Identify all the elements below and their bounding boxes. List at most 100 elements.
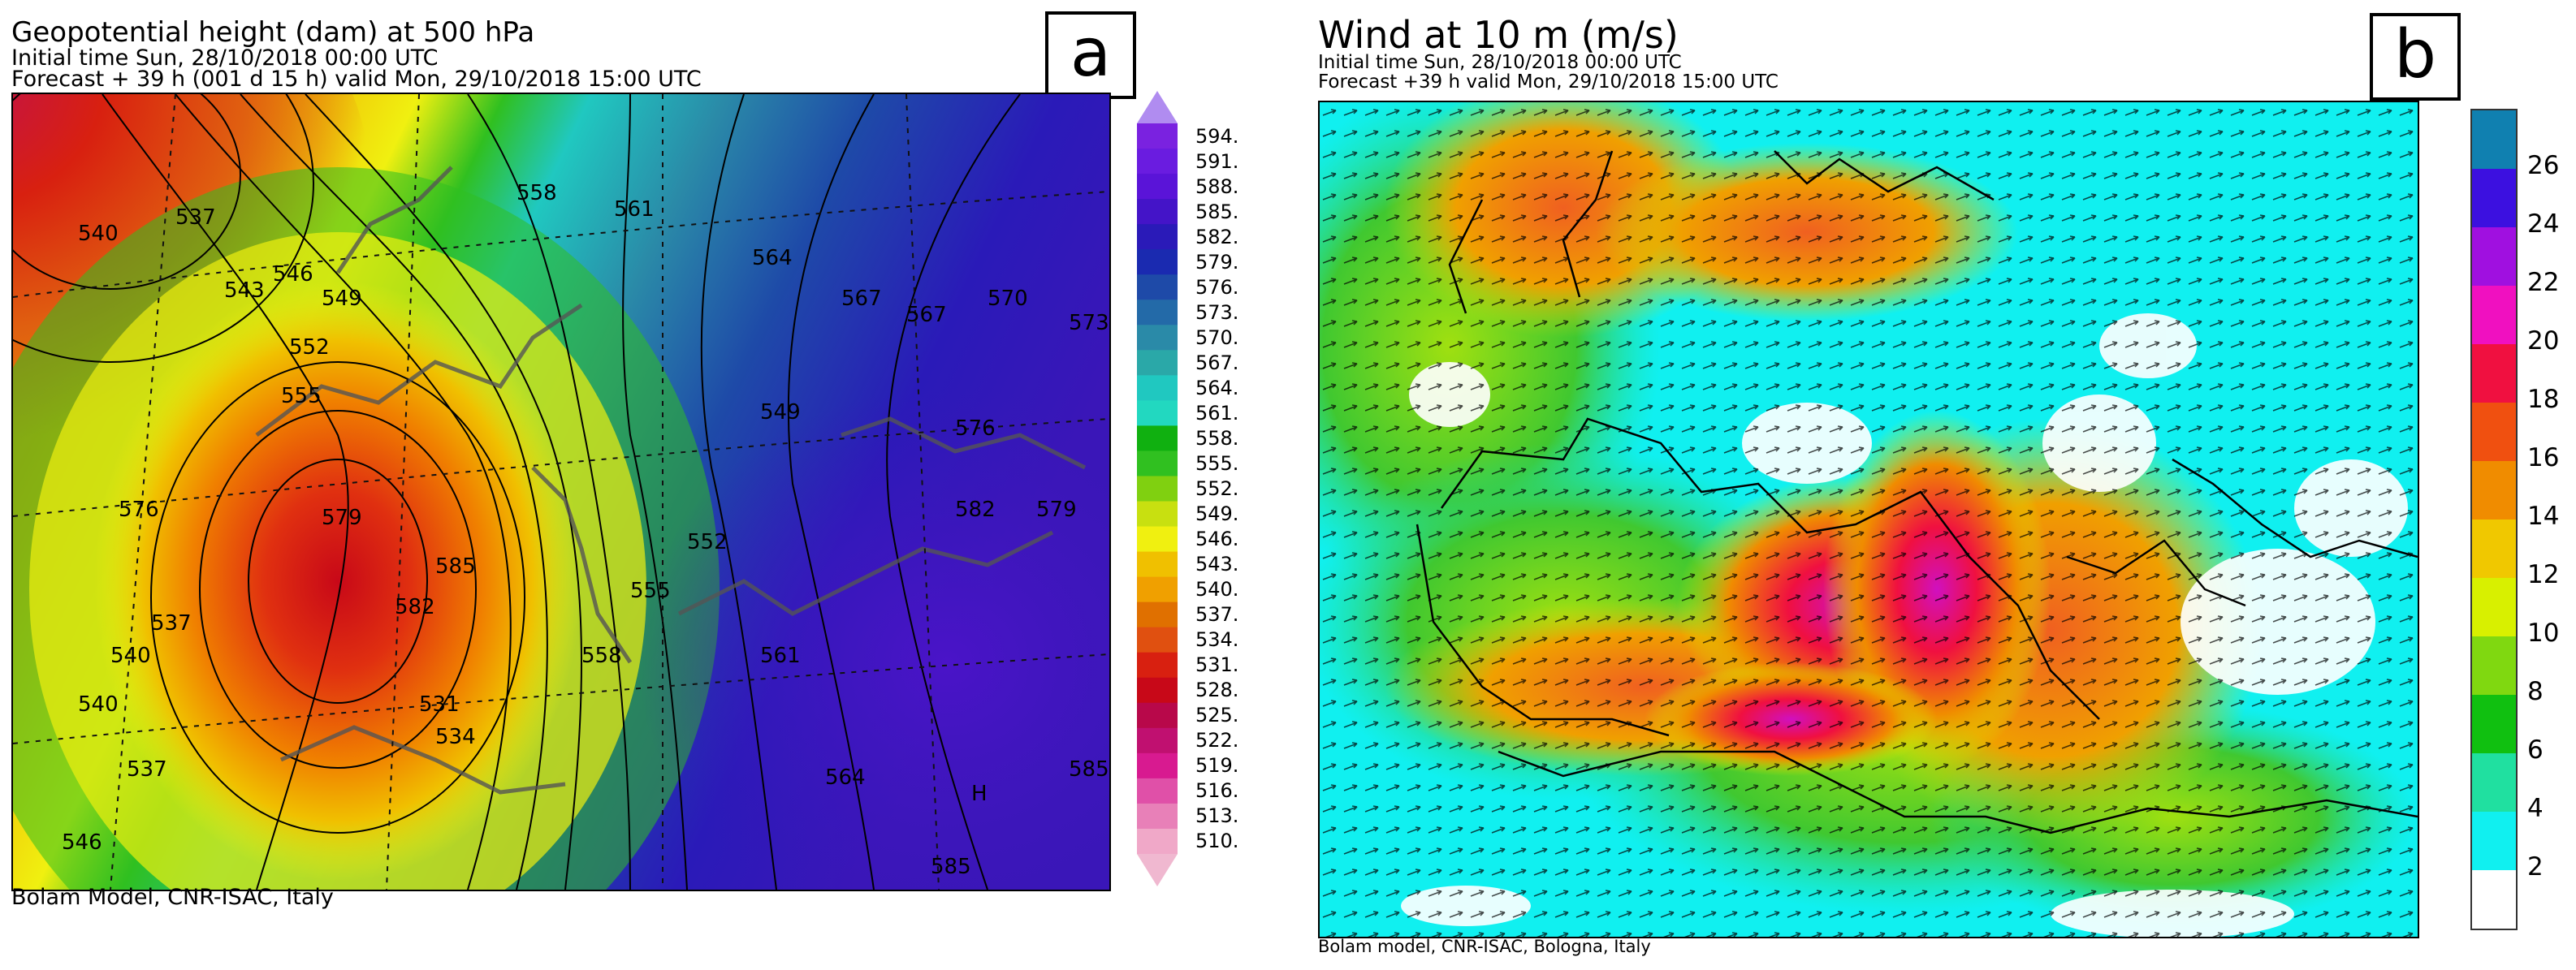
contour-label: 555	[281, 384, 322, 408]
colorbar-swatch	[1137, 300, 1178, 325]
wind-map-svg	[1320, 102, 2418, 937]
colorbar-swatch	[1137, 652, 1178, 679]
colorbar-label: 537.	[1195, 603, 1239, 627]
colorbar-label: 534.	[1195, 628, 1239, 652]
contour-label: 564	[825, 765, 866, 790]
colorbar-swatch	[1137, 551, 1178, 578]
colorbar-label: 24	[2527, 209, 2560, 239]
panel-b-letter: b	[2370, 13, 2461, 101]
contour-label: 558	[581, 644, 622, 668]
colorbar-label: 579.	[1195, 250, 1239, 274]
colorbar-bottom-arrow	[1137, 854, 1178, 886]
colorbar-swatch	[1137, 501, 1178, 528]
contour-label: 570	[988, 287, 1028, 311]
colorbar-label: 10	[2527, 619, 2560, 648]
panel-b-title: Wind at 10 m (m/s)	[1318, 13, 1679, 57]
contour-label: 561	[614, 197, 655, 222]
contour-label: 579	[322, 506, 362, 530]
contour-label: 531	[419, 692, 460, 717]
panel-a-title: Geopotential height (dam) at 500 hPa	[11, 16, 535, 49]
contour-label: 576	[955, 416, 996, 441]
colorbar-label: 516.	[1195, 779, 1239, 803]
contour-label: 537	[151, 611, 192, 636]
geopotential-colorbar	[1137, 91, 1178, 886]
contour-label: H	[971, 782, 988, 806]
colorbar-swatch	[2472, 110, 2516, 170]
colorbar-label: 567.	[1195, 351, 1239, 374]
colorbar-label: 528.	[1195, 679, 1239, 702]
colorbar-swatch	[1137, 778, 1178, 804]
contour-label: 534	[435, 725, 476, 749]
colorbar-label: 549.	[1195, 502, 1239, 526]
colorbar-label: 570.	[1195, 325, 1239, 349]
contour-label: 552	[289, 335, 330, 360]
colorbar-label: 540.	[1195, 578, 1239, 601]
colorbar-swatch	[1137, 425, 1178, 451]
contour-label: 540	[78, 692, 119, 717]
contour-label: 567	[906, 303, 947, 327]
panel-b-forecast: Forecast +39 h valid Mon, 29/10/2018 15:…	[1318, 71, 1779, 93]
colorbar-swatch	[1137, 199, 1178, 225]
colorbar-label: 18	[2527, 385, 2560, 414]
colorbar-label: 20	[2527, 326, 2560, 356]
colorbar-swatch	[1137, 727, 1178, 754]
colorbar-label: 564.	[1195, 376, 1239, 399]
colorbar-label: 22	[2527, 268, 2560, 297]
colorbar-swatch	[1137, 627, 1178, 653]
panel-a-initial-time: Initial time Sun, 28/10/2018 00:00 UTC	[11, 45, 439, 71]
colorbar-swatch	[1137, 123, 1178, 149]
colorbar-top-arrow	[1137, 91, 1178, 123]
contour-label: 537	[175, 205, 216, 230]
colorbar-label: 558.	[1195, 426, 1239, 450]
colorbar-swatch	[2472, 227, 2516, 287]
contour-label: 552	[687, 530, 728, 554]
colorbar-swatch	[1137, 526, 1178, 553]
contour-label: 555	[630, 579, 671, 603]
contour-label: 585	[435, 554, 476, 579]
colorbar-swatch	[2472, 286, 2516, 345]
colorbar-swatch	[1137, 274, 1178, 300]
contour-label: 573	[1069, 311, 1109, 335]
colorbar-swatch	[1137, 702, 1178, 729]
contour-label: 576	[119, 498, 159, 522]
colorbar-label: 585.	[1195, 200, 1239, 223]
panel-a-letter: a	[1045, 11, 1136, 99]
colorbar-swatch	[1137, 149, 1178, 175]
colorbar-swatch	[1137, 325, 1178, 351]
colorbar-swatch	[2472, 578, 2516, 637]
colorbar-label: 525.	[1195, 704, 1239, 727]
colorbar-label: 582.	[1195, 225, 1239, 248]
colorbar-label: 12	[2527, 560, 2560, 589]
colorbar-swatch	[1137, 576, 1178, 603]
colorbar-swatch	[2472, 636, 2516, 696]
contour-label: 579	[1036, 498, 1077, 522]
colorbar-label: 531.	[1195, 653, 1239, 677]
colorbar-label: 26	[2527, 151, 2560, 180]
colorbar-swatch	[1137, 476, 1178, 502]
colorbar-label: 510.	[1195, 830, 1239, 853]
colorbar-swatch	[2472, 461, 2516, 520]
contour-label: 546	[273, 262, 313, 287]
colorbar-swatch	[2472, 870, 2516, 929]
colorbar-swatch	[1137, 350, 1178, 376]
colorbar-swatch	[1137, 249, 1178, 275]
colorbar-label: 8	[2527, 677, 2544, 706]
contour-label: 537	[127, 757, 167, 782]
colorbar-swatch	[1137, 828, 1178, 855]
geopotential-colorbar-svg	[1137, 91, 1178, 886]
colorbar-label: 519.	[1195, 754, 1239, 778]
colorbar-swatch	[2472, 403, 2516, 462]
wind-colorbar-svg	[2472, 110, 2516, 929]
contour-label: 540	[78, 222, 119, 246]
geopotential-map: 537 540 543 546 549 552 555 558 561 564 567 570 573 5…	[11, 93, 1111, 891]
panel-b-initial-time: Initial time Sun, 28/10/2018 00:00 UTC	[1318, 52, 1682, 73]
wind-colorbar	[2470, 109, 2518, 930]
colorbar-label: 513.	[1195, 804, 1239, 828]
colorbar-label: 588.	[1195, 175, 1239, 198]
colorbar-swatch	[2472, 753, 2516, 813]
colorbar-label: 594.	[1195, 124, 1239, 148]
colorbar-swatch	[1137, 400, 1178, 426]
colorbar-label: 591.	[1195, 149, 1239, 173]
colorbar-swatch	[1137, 375, 1178, 401]
contour-label: 585	[1069, 757, 1109, 782]
